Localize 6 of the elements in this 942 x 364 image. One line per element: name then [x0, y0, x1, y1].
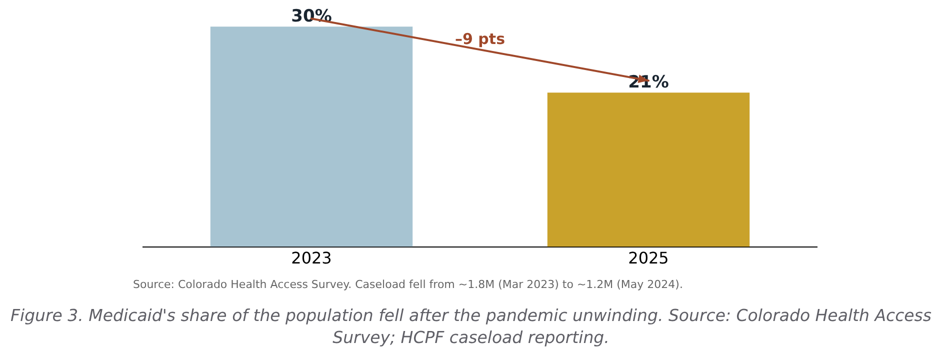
- x-tick-label: 2023: [291, 248, 332, 268]
- data-label: 30%: [291, 6, 332, 27]
- caption: Figure 3. Medicaid's share of the population fell after the pandemic unwinding. Source: Colorado Health Access Survey; HCPF caseload reporting.: [10, 305, 932, 349]
- x-tick-label: 2025: [628, 248, 669, 268]
- source-note: Source: Colorado Health Access Survey. Caseload fell from ~1.8M (Mar 2023) to ~1.2M (May 2024).: [133, 278, 684, 291]
- annotation: –9 pts: [455, 30, 506, 48]
